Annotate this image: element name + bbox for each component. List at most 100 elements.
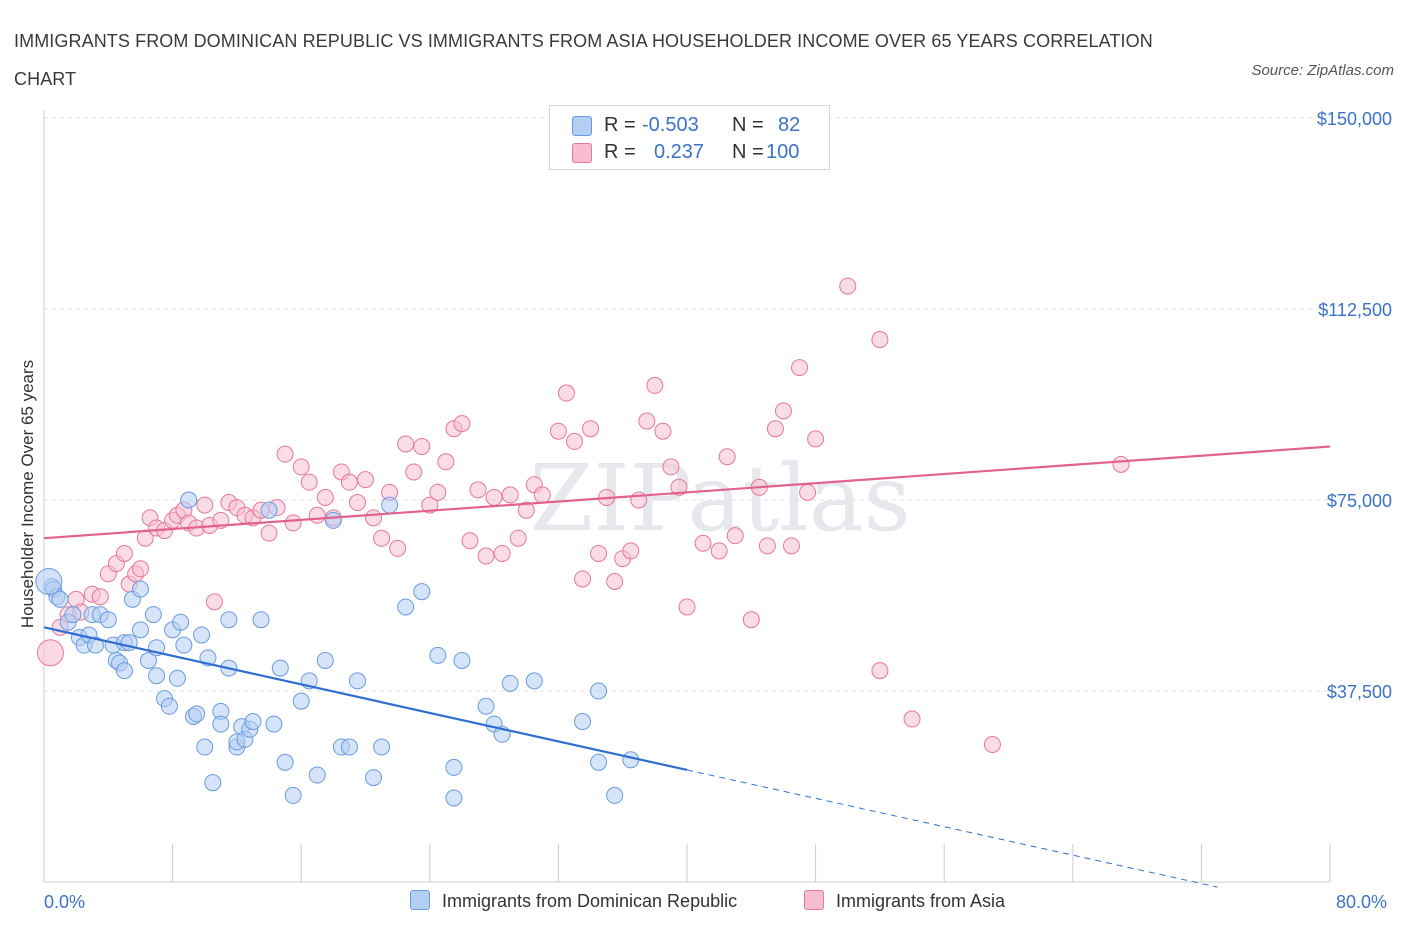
point-asia xyxy=(115,544,133,562)
point-asia xyxy=(799,483,817,501)
point-asia xyxy=(557,384,575,402)
point-asia xyxy=(590,544,608,562)
point-asia xyxy=(1112,455,1130,473)
point-dominican xyxy=(271,659,289,677)
point-asia xyxy=(340,473,358,491)
point-asia xyxy=(260,524,278,542)
point-asia xyxy=(205,593,223,611)
point-dominican xyxy=(172,613,190,631)
bottom-legend-asia: Immigrants from Asia xyxy=(804,890,1005,912)
point-asia xyxy=(284,514,302,532)
point-asia xyxy=(493,544,511,562)
point-asia xyxy=(509,529,527,547)
point-asia xyxy=(477,547,495,565)
y-tick-label: $75,000 xyxy=(1327,491,1392,511)
bottom-legend-swatch-asia xyxy=(804,890,824,910)
point-dominican xyxy=(429,646,447,664)
point-asia xyxy=(871,331,889,349)
point-dominican xyxy=(525,672,543,690)
y-axis-title: Householder Income Over 65 years xyxy=(18,359,37,629)
trend-line-dominican xyxy=(43,626,688,772)
point-dominican xyxy=(86,636,104,654)
point-dominican xyxy=(324,511,342,529)
point-asia xyxy=(348,494,366,512)
y-tick-label: $112,500 xyxy=(1318,300,1392,320)
point-dominican xyxy=(193,626,211,644)
point-asia xyxy=(469,481,487,499)
legend-r-value: 0.237 xyxy=(654,141,705,163)
point-asia xyxy=(549,422,567,440)
chart-title: IMMIGRANTS FROM DOMINICAN REPUBLIC VS IM… xyxy=(14,31,1153,89)
point-asia xyxy=(766,420,784,438)
point-asia xyxy=(694,534,712,552)
point-dominican xyxy=(445,758,463,776)
point-asia xyxy=(357,471,374,489)
point-asia xyxy=(565,432,583,450)
y-tick-labels: $37,500 $75,000 $112,500 $150,000 xyxy=(1317,109,1392,702)
point-asia xyxy=(983,735,1001,753)
point-asia xyxy=(196,496,214,514)
legend-n-value: 100 xyxy=(766,141,800,163)
legend-r-label: R = xyxy=(604,141,636,163)
point-dominican xyxy=(381,496,399,514)
point-dominican xyxy=(348,672,366,690)
point-dominican xyxy=(131,621,149,639)
y-tick-label: $150,000 xyxy=(1317,109,1392,129)
bottom-legend-label-asia: Immigrants from Asia xyxy=(836,891,1006,911)
point-asia xyxy=(413,438,431,456)
point-dominican xyxy=(606,786,624,804)
legend-swatch-asia xyxy=(572,143,592,163)
point-asia xyxy=(453,415,471,433)
point-asia xyxy=(774,402,792,420)
point-dominican xyxy=(413,583,431,601)
point-dominican xyxy=(148,667,166,685)
point-dominican xyxy=(453,651,471,669)
trend-line-asia xyxy=(43,445,1331,540)
point-asia xyxy=(365,509,383,527)
point-dominican xyxy=(99,611,117,629)
point-dominican xyxy=(144,606,162,624)
point-asia xyxy=(807,430,825,448)
point-dominican xyxy=(501,674,519,692)
point-dominican xyxy=(188,705,206,723)
point-asia xyxy=(791,359,809,377)
bottom-legend-swatch-dominican xyxy=(410,890,430,910)
point-asia xyxy=(758,537,776,555)
point-dominican xyxy=(574,713,592,731)
trend-line-dominican-extension xyxy=(686,769,1218,888)
legend-r-value: -0.503 xyxy=(642,114,699,136)
point-asia xyxy=(397,435,415,453)
point-dominican xyxy=(397,598,415,616)
point-asia xyxy=(131,560,149,578)
point-asia xyxy=(678,598,696,616)
point-asia xyxy=(485,488,503,506)
point-dominican xyxy=(477,697,495,715)
point-dominican xyxy=(244,713,262,731)
point-dominican xyxy=(590,682,608,700)
point-asia xyxy=(373,529,391,547)
point-dominican xyxy=(252,611,270,629)
point-asia xyxy=(389,539,407,557)
point-asia xyxy=(300,473,318,491)
point-dominican xyxy=(220,611,238,629)
point-dominican xyxy=(115,662,133,680)
point-dominican xyxy=(292,692,310,710)
point-asia xyxy=(276,445,294,463)
y-tick-label: $37,500 xyxy=(1327,682,1392,702)
point-asia xyxy=(670,478,688,496)
point-asia xyxy=(308,506,326,524)
point-asia xyxy=(461,532,479,550)
point-asia xyxy=(839,277,857,295)
point-dominican xyxy=(308,766,326,784)
axes xyxy=(43,110,1331,883)
stats-legend: R = -0.503 N = 82 R = 0.237 N = 100 xyxy=(549,105,830,170)
point-asia xyxy=(437,453,455,471)
point-dominican xyxy=(131,580,149,598)
point-asia xyxy=(421,496,439,514)
point-dominican xyxy=(168,669,186,687)
point-dominican xyxy=(316,651,334,669)
point-asia xyxy=(871,662,889,680)
point-dominican xyxy=(590,753,608,771)
point-asia xyxy=(316,488,334,506)
